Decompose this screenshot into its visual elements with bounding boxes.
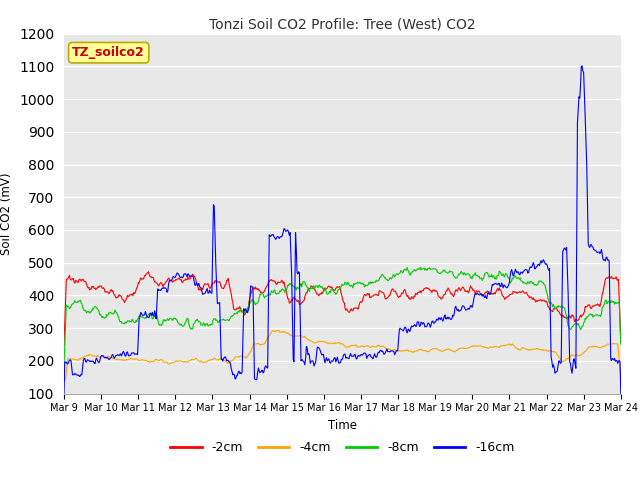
Y-axis label: Soil CO2 (mV): Soil CO2 (mV)	[1, 172, 13, 255]
X-axis label: Time: Time	[328, 419, 357, 432]
Text: TZ_soilco2: TZ_soilco2	[72, 46, 145, 59]
Legend: -2cm, -4cm, -8cm, -16cm: -2cm, -4cm, -8cm, -16cm	[165, 436, 520, 459]
Title: Tonzi Soil CO2 Profile: Tree (West) CO2: Tonzi Soil CO2 Profile: Tree (West) CO2	[209, 17, 476, 31]
